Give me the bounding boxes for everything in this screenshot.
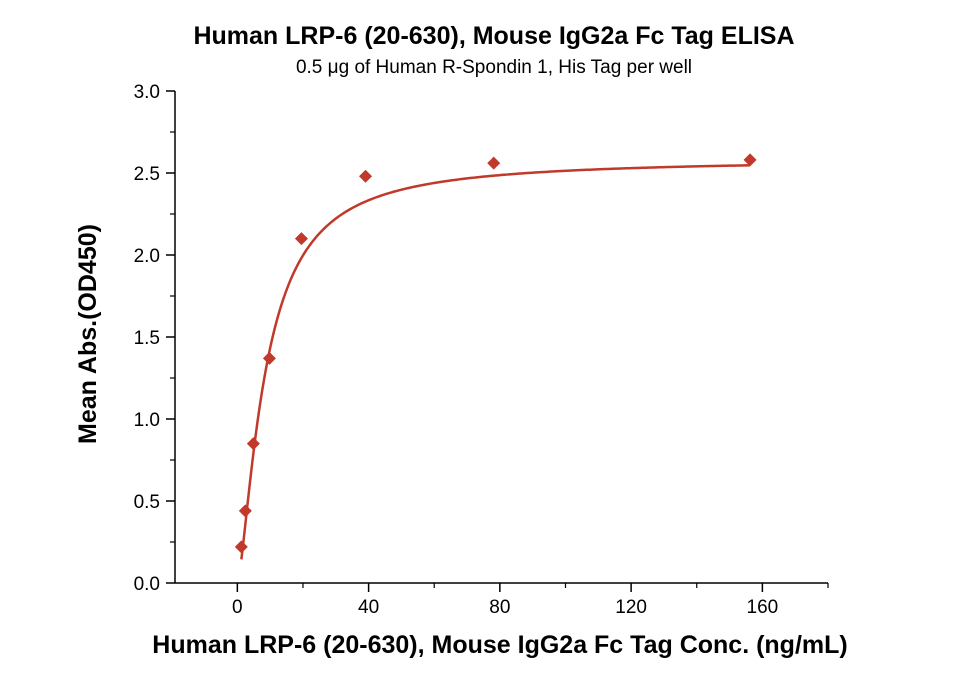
y-tick-label: 1.5 <box>134 328 160 349</box>
data-point <box>246 437 260 451</box>
y-axis-label: Mean Abs.(OD450) <box>74 224 102 444</box>
data-point <box>743 153 757 167</box>
x-axis-label: Human LRP-6 (20-630), Mouse IgG2a Fc Tag… <box>152 631 847 659</box>
chart-subtitle: 0.5 μg of Human R-Spondin 1, His Tag per… <box>296 57 692 78</box>
data-point <box>234 540 248 554</box>
fit-curve <box>240 164 751 560</box>
data-point <box>487 156 501 170</box>
data-points-layer <box>234 153 757 554</box>
data-point <box>294 232 308 246</box>
data-point <box>238 504 252 518</box>
x-tick-label: 120 <box>615 597 647 618</box>
data-point <box>262 351 276 365</box>
axes: 0.0 0.5 1.0 1.5 2.0 2.5 3.0 0 40 80 120 160 <box>134 82 829 618</box>
y-tick-label: 2.0 <box>134 246 160 267</box>
x-tick-label: 0 <box>232 597 243 618</box>
y-tick-label: 2.5 <box>134 164 160 185</box>
y-tick-label: 0.5 <box>134 492 160 513</box>
chart-title: Human LRP-6 (20-630), Mouse IgG2a Fc Tag… <box>193 22 794 50</box>
fit-curve-layer <box>240 164 751 560</box>
y-tick-label: 3.0 <box>134 82 160 103</box>
x-tick-label: 160 <box>747 597 779 618</box>
x-tick-label: 80 <box>489 597 510 618</box>
y-tick-label: 0.0 <box>134 574 160 595</box>
data-point <box>359 169 373 183</box>
y-tick-label: 1.0 <box>134 410 160 431</box>
x-tick-label: 40 <box>358 597 379 618</box>
